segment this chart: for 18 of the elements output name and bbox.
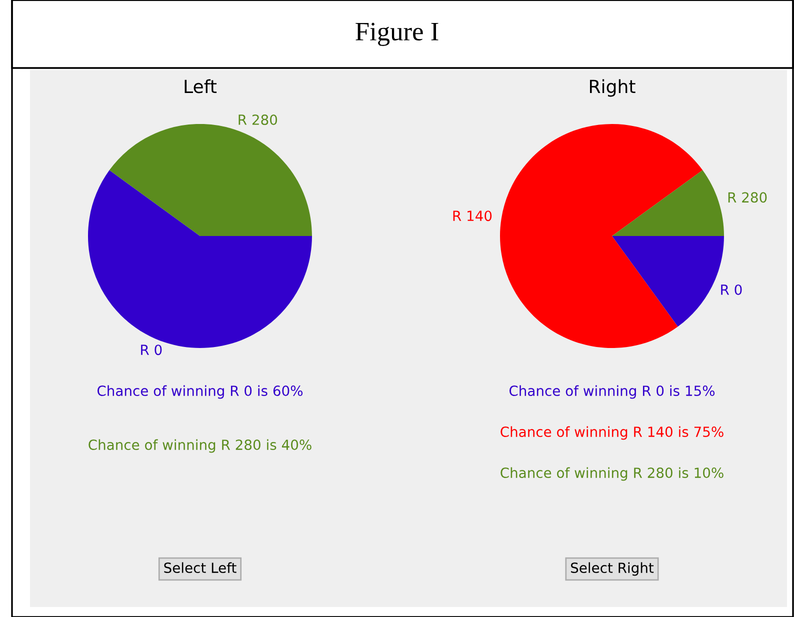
slice-label: R 140 xyxy=(453,210,492,222)
text: Chance of winning R 140 is 75% xyxy=(500,426,724,440)
slice-label: R 0 xyxy=(141,344,162,356)
chart-title: Left xyxy=(184,79,217,94)
text: Figure I xyxy=(356,22,438,46)
text: Chance of winning R 0 is 15% xyxy=(509,385,715,399)
text: Select Left xyxy=(164,562,236,574)
text: Chance of winning R 0 is 60% xyxy=(97,385,303,399)
text: Chance of winning R 280 is 40% xyxy=(88,439,312,453)
pie-slice xyxy=(109,124,312,236)
slice-label: R 280 xyxy=(728,192,767,203)
slice-label: R 280 xyxy=(238,114,278,125)
text: Chance of winning R 280 is 10% xyxy=(500,467,724,481)
chart-title: Right xyxy=(590,79,636,97)
pie-slice xyxy=(500,124,703,348)
text: Select Right xyxy=(570,562,654,576)
pie-slice xyxy=(612,170,724,236)
slice-label: R 0 xyxy=(721,284,742,295)
